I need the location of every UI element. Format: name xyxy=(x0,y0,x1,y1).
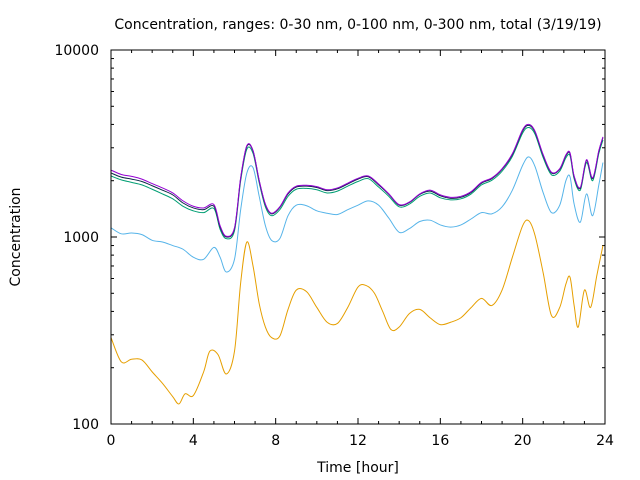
y-axis-label: Concentration xyxy=(8,187,24,286)
series-line-5 xyxy=(110,123,604,237)
series-line-1 xyxy=(110,219,604,405)
plot-frame xyxy=(110,49,606,425)
x-tick-label: 20 xyxy=(514,433,532,449)
x-tick-label: 24 xyxy=(596,433,614,449)
y-tick-label: 100 xyxy=(72,417,99,433)
x-tick-label: 0 xyxy=(107,433,116,449)
series-line-2 xyxy=(110,156,604,273)
x-tick-label: 12 xyxy=(349,433,367,449)
data-series xyxy=(110,123,604,405)
chart-title: Concentration, ranges: 0-30 nm, 0-100 nm… xyxy=(114,17,601,33)
x-axis-label: Time [hour] xyxy=(316,460,399,476)
series-line-3 xyxy=(110,127,604,240)
y-tick-label: 1000 xyxy=(63,230,99,246)
x-tick-label: 8 xyxy=(271,433,280,449)
axis-ticks: 0 4 8 12 16 20 24 100 1000 10000 xyxy=(54,43,614,449)
x-tick-label: 16 xyxy=(431,433,449,449)
y-tick-label: 10000 xyxy=(54,43,99,59)
x-tick-label: 4 xyxy=(189,433,198,449)
series-line-4 xyxy=(110,124,604,238)
